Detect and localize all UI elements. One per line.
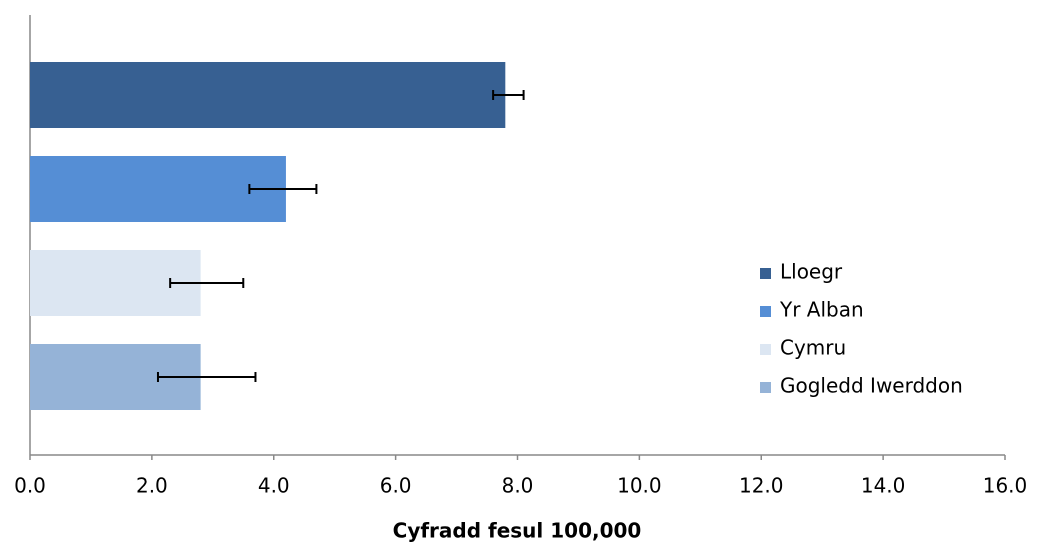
error-bar: [248, 184, 318, 194]
legend-label: Gogledd Iwerddon: [780, 374, 963, 398]
bar: [30, 62, 506, 128]
error-bar: [492, 90, 525, 100]
x-tick-label: 14.0: [861, 474, 906, 498]
x-tick-label: 2.0: [136, 474, 168, 498]
x-tick-label: 10.0: [617, 474, 662, 498]
x-tick-label: 6.0: [380, 474, 412, 498]
x-tick-label: 16.0: [983, 474, 1028, 498]
x-tick-label: 12.0: [739, 474, 784, 498]
legend-swatch: [760, 382, 771, 393]
error-bar: [169, 278, 245, 288]
error-bar: [156, 372, 257, 382]
bar: [30, 156, 286, 222]
legend-label: Lloegr: [780, 260, 843, 284]
legend-swatch: [760, 344, 771, 355]
x-tick-label: 0.0: [14, 474, 46, 498]
x-tick-label: 4.0: [258, 474, 290, 498]
legend-label: Yr Alban: [779, 298, 864, 322]
legend-swatch: [760, 306, 771, 317]
legend-label: Cymru: [780, 336, 846, 360]
x-axis-label: Cyfradd fesul 100,000: [393, 519, 642, 543]
legend-swatch: [760, 268, 771, 279]
x-tick-label: 8.0: [502, 474, 534, 498]
